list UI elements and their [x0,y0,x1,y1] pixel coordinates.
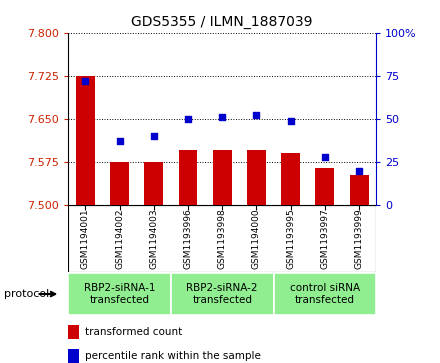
Bar [171,273,274,315]
Point [356,168,363,174]
Text: control siRNA
transfected: control siRNA transfected [290,283,360,305]
Point [82,78,89,84]
Bar [68,273,171,315]
Text: RBP2-siRNA-1
transfected: RBP2-siRNA-1 transfected [84,283,155,305]
Point [219,114,226,120]
Text: GSM1194000: GSM1194000 [252,208,261,269]
Bar [179,151,198,205]
Bar [68,325,79,339]
Point [287,118,294,123]
Bar [144,162,163,205]
Text: GSM1193998: GSM1193998 [218,208,227,269]
Bar [350,175,369,205]
Bar [281,154,300,205]
Bar [68,349,79,363]
Bar [274,273,376,315]
Text: GSM1193997: GSM1193997 [320,208,330,269]
Bar [315,168,334,205]
Text: GSM1193999: GSM1193999 [355,208,363,269]
Text: protocol: protocol [4,289,50,299]
Point [116,138,123,144]
Text: transformed count: transformed count [85,327,183,337]
Text: percentile rank within the sample: percentile rank within the sample [85,351,261,361]
Bar [213,151,231,205]
Point [321,154,328,160]
Point [184,116,191,122]
Text: RBP2-siRNA-2
transfected: RBP2-siRNA-2 transfected [187,283,258,305]
Title: GDS5355 / ILMN_1887039: GDS5355 / ILMN_1887039 [132,15,313,29]
Text: GSM1194001: GSM1194001 [81,208,90,269]
Text: GSM1194003: GSM1194003 [149,208,158,269]
Point [253,113,260,118]
Bar [110,162,129,205]
Bar [247,151,266,205]
Point [150,133,157,139]
Text: GSM1193996: GSM1193996 [183,208,192,269]
Text: GSM1193995: GSM1193995 [286,208,295,269]
Text: GSM1194002: GSM1194002 [115,208,124,269]
Bar [76,76,95,205]
